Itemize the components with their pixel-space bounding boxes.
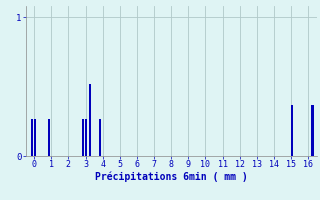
X-axis label: Précipitations 6min ( mm ): Précipitations 6min ( mm ) [95,172,248,182]
Bar [99,118,101,156]
Bar [34,118,36,156]
Bar [89,84,91,156]
Bar [291,105,293,156]
Bar [31,118,33,156]
Bar [85,118,87,156]
Bar [48,118,50,156]
Bar [311,105,314,156]
Bar [82,118,84,156]
